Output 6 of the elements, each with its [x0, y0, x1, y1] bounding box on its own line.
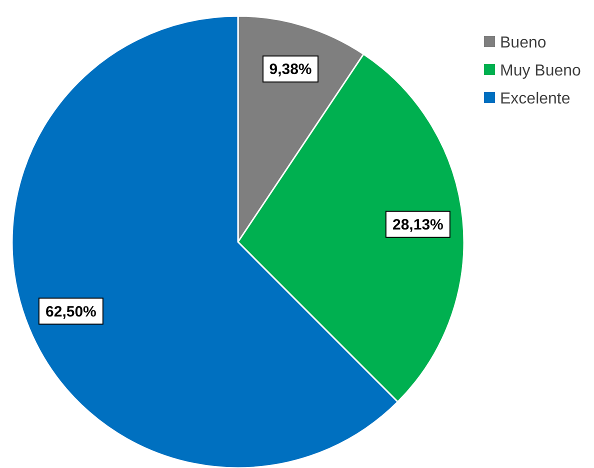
data-label: 28,13%: [392, 216, 444, 234]
legend-label: Bueno: [500, 34, 546, 52]
legend-label: Muy Bueno: [500, 62, 582, 80]
data-label: 62,50%: [46, 303, 96, 320]
legend-label: Excelente: [500, 90, 570, 108]
data-label: 9,38%: [269, 61, 312, 78]
